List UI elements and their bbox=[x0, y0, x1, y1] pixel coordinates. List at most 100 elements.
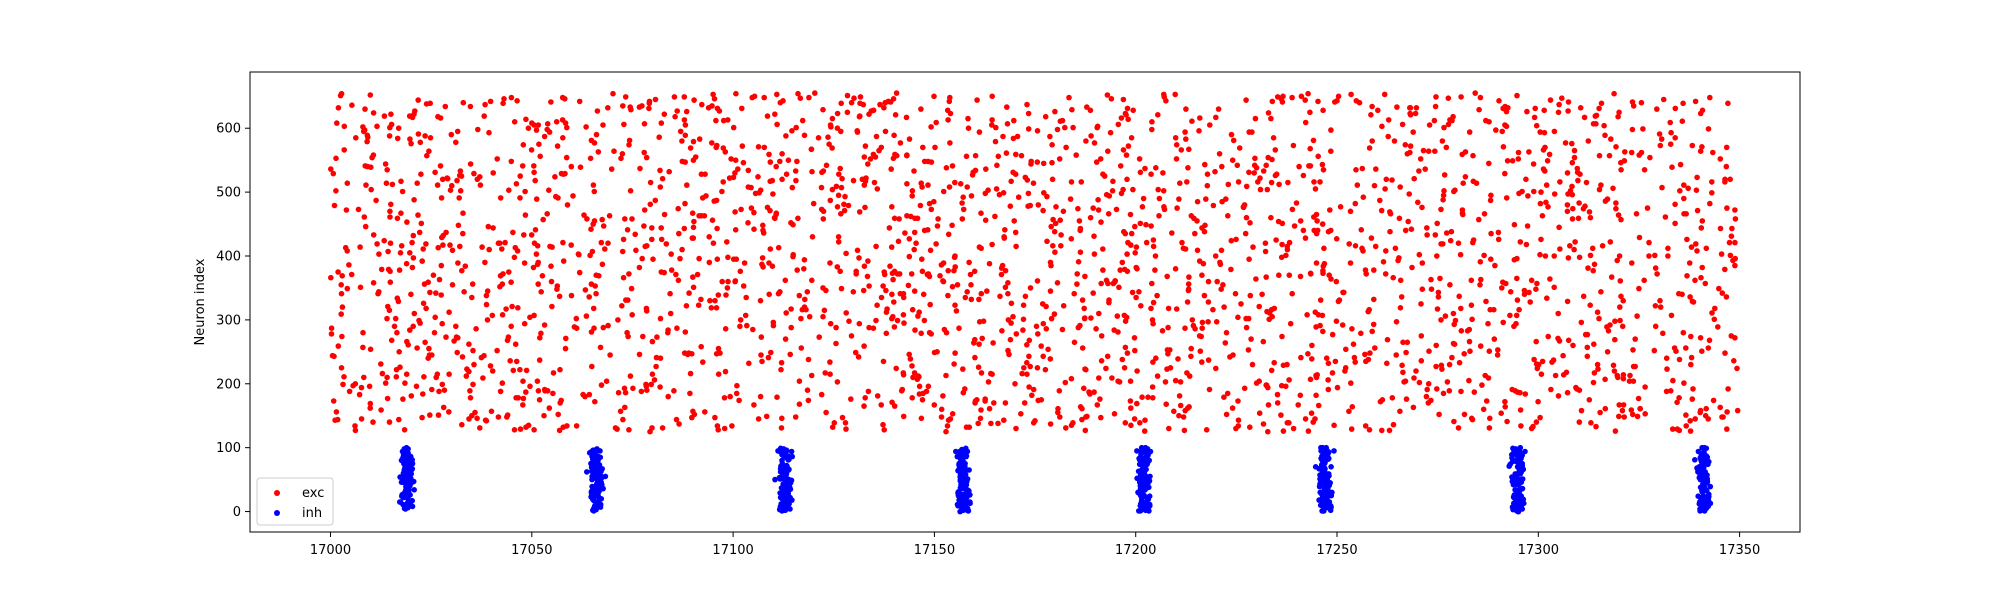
exc-spike bbox=[759, 261, 765, 268]
exc-spike bbox=[391, 323, 398, 330]
exc-spike bbox=[421, 374, 427, 380]
exc-spike bbox=[775, 244, 782, 251]
exc-spike bbox=[1095, 197, 1101, 203]
exc-spike bbox=[978, 290, 985, 297]
exc-spike bbox=[1052, 220, 1059, 227]
exc-spike bbox=[528, 232, 535, 238]
exc-spike bbox=[1033, 323, 1040, 330]
exc-spike bbox=[989, 371, 995, 378]
exc-spike bbox=[1117, 163, 1124, 169]
exc-spike bbox=[945, 267, 951, 274]
exc-spike bbox=[816, 334, 822, 340]
exc-spike bbox=[765, 354, 772, 361]
exc-spike bbox=[1143, 239, 1150, 246]
exc-spike bbox=[456, 195, 463, 201]
exc-spike bbox=[1067, 196, 1074, 202]
exc-spike bbox=[1074, 271, 1080, 277]
exc-spike bbox=[1569, 140, 1575, 147]
exc-spike bbox=[1242, 230, 1249, 237]
exc-spike bbox=[978, 210, 984, 216]
exc-spike bbox=[626, 427, 632, 433]
exc-spike bbox=[1275, 218, 1282, 225]
exc-spike bbox=[715, 345, 722, 352]
exc-spike bbox=[777, 158, 783, 165]
exc-spike bbox=[690, 138, 697, 145]
exc-spike bbox=[429, 386, 435, 393]
exc-spike bbox=[533, 196, 540, 202]
exc-spike bbox=[729, 423, 735, 429]
exc-spike bbox=[1659, 184, 1665, 191]
exc-spike bbox=[709, 140, 715, 146]
exc-spike bbox=[1122, 344, 1129, 351]
exc-spike bbox=[1443, 230, 1450, 236]
exc-spike bbox=[1592, 113, 1599, 119]
exc-spike bbox=[649, 225, 655, 231]
exc-spike bbox=[571, 324, 578, 330]
exc-spike bbox=[1153, 355, 1159, 362]
exc-spike bbox=[1090, 290, 1096, 296]
exc-spike bbox=[733, 90, 739, 97]
exc-spike bbox=[649, 371, 656, 378]
exc-spike bbox=[1385, 117, 1392, 123]
exc-spike bbox=[1103, 277, 1110, 284]
exc-spike bbox=[801, 132, 808, 139]
exc-spike bbox=[1205, 357, 1212, 363]
exc-spike bbox=[548, 263, 554, 270]
exc-spike bbox=[1668, 388, 1674, 394]
exc-spike bbox=[1243, 183, 1250, 190]
exc-spike bbox=[442, 103, 449, 110]
exc-spike bbox=[1268, 306, 1275, 313]
exc-spike bbox=[1164, 347, 1171, 353]
exc-spike bbox=[1279, 333, 1285, 340]
exc-spike bbox=[1418, 301, 1424, 307]
exc-spike bbox=[1278, 412, 1284, 418]
exc-spike bbox=[901, 320, 907, 326]
exc-spike bbox=[1185, 165, 1191, 171]
exc-spike bbox=[625, 297, 631, 303]
exc-spike bbox=[829, 145, 835, 151]
exc-spike bbox=[550, 370, 557, 376]
exc-spike bbox=[1419, 260, 1426, 266]
exc-spike bbox=[1127, 211, 1134, 218]
exc-spike bbox=[467, 388, 473, 394]
exc-spike bbox=[1660, 96, 1667, 103]
exc-spike bbox=[1124, 350, 1131, 356]
exc-spike bbox=[1612, 428, 1619, 434]
exc-spike bbox=[553, 119, 560, 125]
exc-spike bbox=[1451, 188, 1457, 195]
inh-spike bbox=[958, 460, 964, 466]
exc-spike bbox=[732, 278, 739, 284]
exc-spike bbox=[469, 281, 476, 287]
exc-spike bbox=[1134, 400, 1140, 407]
inh-spike bbox=[1319, 502, 1326, 509]
exc-spike bbox=[675, 205, 681, 212]
exc-spike bbox=[1154, 292, 1160, 299]
exc-spike bbox=[1352, 200, 1359, 207]
exc-spike bbox=[1509, 158, 1516, 164]
exc-spike bbox=[1537, 414, 1543, 421]
exc-spike bbox=[820, 106, 826, 113]
exc-spike bbox=[1734, 365, 1740, 372]
exc-spike bbox=[370, 152, 377, 158]
exc-spike bbox=[1371, 267, 1377, 273]
exc-spike bbox=[1697, 335, 1704, 341]
exc-spike bbox=[502, 239, 508, 246]
exc-spike bbox=[737, 323, 743, 330]
exc-spike bbox=[1629, 411, 1636, 418]
exc-spike bbox=[745, 184, 752, 190]
exc-spike bbox=[919, 268, 926, 275]
exc-spike bbox=[667, 290, 673, 297]
inh-spike bbox=[1142, 478, 1149, 484]
exc-spike bbox=[1013, 243, 1019, 250]
exc-spike bbox=[602, 246, 608, 252]
exc-spike bbox=[714, 256, 721, 263]
exc-spike bbox=[1044, 193, 1050, 200]
exc-spike bbox=[490, 225, 496, 231]
exc-spike bbox=[1342, 368, 1348, 374]
exc-spike bbox=[1199, 319, 1206, 326]
exc-spike bbox=[949, 163, 956, 169]
exc-spike bbox=[900, 413, 907, 420]
exc-spike bbox=[1358, 330, 1364, 337]
exc-spike bbox=[1232, 290, 1239, 297]
exc-spike bbox=[499, 312, 506, 318]
